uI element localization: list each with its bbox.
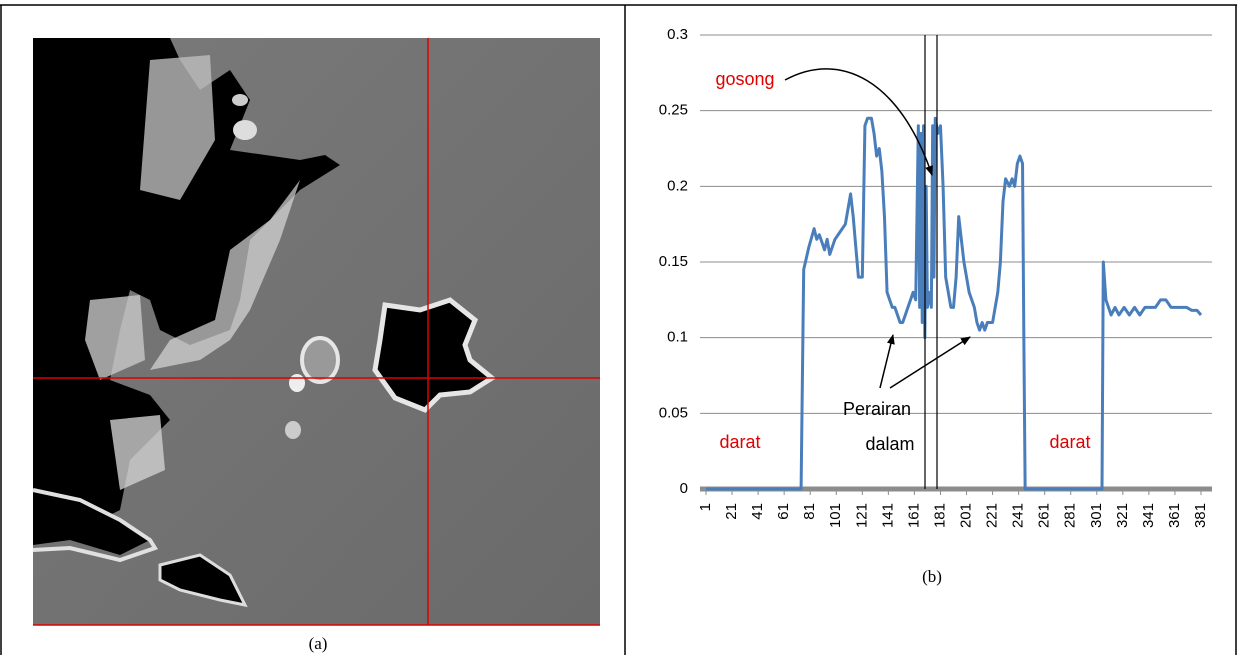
- x-tick-label: 341: [1140, 503, 1157, 528]
- y-tick-label: 0.15: [659, 253, 688, 270]
- caption-b: (b): [922, 567, 942, 586]
- x-tick-label: 141: [879, 503, 896, 528]
- y-tick-label: 0.3: [667, 26, 688, 43]
- y-tick-label: 0.25: [659, 102, 688, 119]
- y-tick-label: 0.1: [667, 329, 688, 346]
- y-tick-label: 0.05: [659, 404, 688, 421]
- x-tick-label: 121: [853, 503, 870, 528]
- data-line: [706, 116, 1203, 491]
- x-tick-label: 161: [905, 503, 922, 528]
- arrow: [879, 334, 895, 389]
- annotation: gosong: [715, 69, 774, 89]
- x-tick-label: 381: [1192, 503, 1209, 528]
- line-chart: 00.050.10.150.20.250.31 21 41 61 81 101 121 141…: [659, 26, 1212, 528]
- x-tick-label: 61: [775, 503, 792, 520]
- annotation: darat: [1049, 432, 1090, 452]
- x-tick-label: 361: [1166, 503, 1183, 528]
- annotation: dalam: [865, 434, 914, 454]
- x-tick-label: 201: [957, 503, 974, 528]
- x-tick-label: 261: [1036, 503, 1053, 528]
- annotation: darat: [719, 432, 760, 452]
- x-tick-label: 181: [931, 503, 948, 528]
- y-tick-label: 0.2: [667, 177, 688, 194]
- x-tick-label: 321: [1114, 503, 1131, 528]
- x-tick-label: 301: [1088, 503, 1105, 528]
- x-tick-label: 101: [827, 503, 844, 528]
- x-tick-label: 241: [1010, 503, 1027, 528]
- x-tick-label: 41: [749, 503, 766, 520]
- x-tick-label: 81: [801, 503, 818, 520]
- y-tick-label: 0: [680, 480, 688, 497]
- arrow: [784, 68, 933, 176]
- frame: [0, 4, 1237, 655]
- x-tick-label: 21: [723, 503, 740, 520]
- x-tick-label: 1: [697, 503, 714, 511]
- x-tick-label: 281: [1062, 503, 1079, 528]
- annotation: Perairan: [843, 399, 911, 419]
- satellite-image: [32, 38, 600, 626]
- arrow: [889, 336, 971, 389]
- x-tick-label: 221: [984, 503, 1001, 528]
- caption-a: (a): [309, 634, 328, 653]
